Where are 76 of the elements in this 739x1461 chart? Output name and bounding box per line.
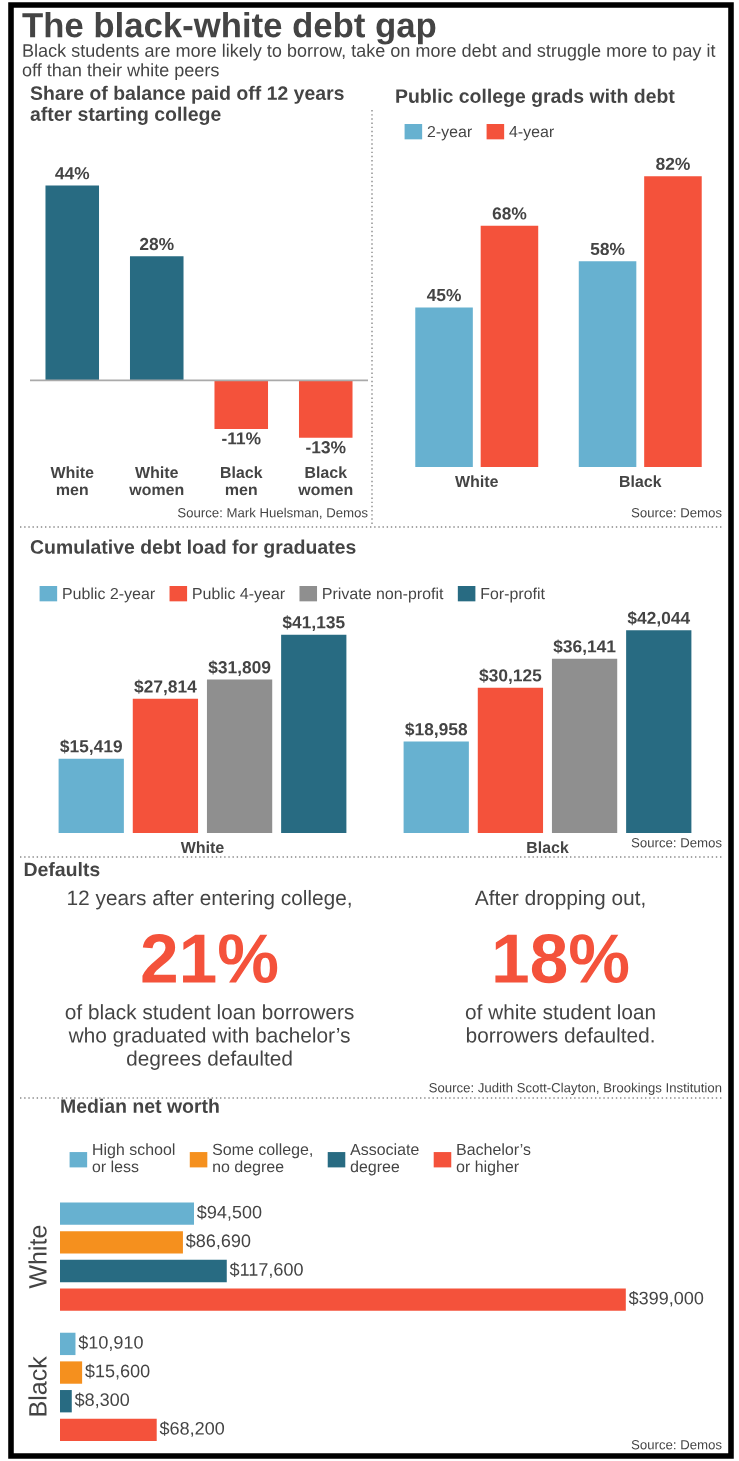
source-note: Source: Demos xyxy=(631,838,722,848)
data-label: 28% xyxy=(139,237,174,251)
bar xyxy=(60,1259,227,1283)
data-label: 45% xyxy=(426,288,461,302)
bar xyxy=(60,1202,195,1225)
bar xyxy=(578,261,637,467)
bar xyxy=(415,307,473,467)
data-label: -13% xyxy=(306,441,346,454)
data-label: $94,500 xyxy=(196,1204,262,1221)
bar xyxy=(132,698,199,833)
source-note: Source: Judith Scott-Clayton, Brookings Institution xyxy=(429,1082,722,1095)
data-label: 44% xyxy=(55,167,90,180)
text: After dropping out, xyxy=(474,889,645,910)
source-note: Source: Mark Huelsman, Demos xyxy=(177,507,368,519)
data-label: $15,600 xyxy=(85,1363,150,1380)
bar xyxy=(60,1288,626,1311)
legend-label: 2-year xyxy=(427,125,472,141)
bar xyxy=(60,1332,76,1356)
text: 21% xyxy=(142,933,278,984)
data-label: $36,141 xyxy=(553,639,616,656)
text: Defaults xyxy=(24,862,100,877)
data-label: $31,809 xyxy=(208,660,271,676)
x-tick-label: White men xyxy=(50,466,94,496)
x-tick-label: White women xyxy=(129,466,184,496)
data-label: 68% xyxy=(492,207,527,220)
source-note: Source: Demos xyxy=(631,1440,722,1450)
bar xyxy=(551,658,618,833)
legend-label: Private non-profit xyxy=(323,587,444,603)
bar xyxy=(403,741,469,833)
text: of white student loan borrowers defaulted. xyxy=(465,1004,655,1043)
data-label: 82% xyxy=(656,157,690,170)
bar xyxy=(644,176,702,467)
legend-label: High school or less xyxy=(92,1143,175,1173)
legend-label: Public 2-year xyxy=(63,587,155,603)
bar xyxy=(60,1361,83,1384)
data-label: $68,200 xyxy=(159,1421,225,1437)
data-label: $18,958 xyxy=(405,722,468,738)
data-label: -11% xyxy=(222,432,261,445)
data-label: $42,044 xyxy=(627,610,691,627)
data-label: $27,814 xyxy=(134,679,197,696)
chart-title: Public college grads with debt xyxy=(396,88,675,107)
data-label: 58% xyxy=(590,242,625,256)
text: 18% xyxy=(495,933,629,984)
bar xyxy=(60,1418,157,1442)
source-note: Source: Demos xyxy=(631,508,722,518)
x-tick-label: Black men xyxy=(221,466,263,496)
data-label: $399,000 xyxy=(628,1290,704,1307)
text: of black student loan borrowers who graduated with bachelor’s degrees defaulted xyxy=(65,1004,354,1070)
data-label: $10,910 xyxy=(78,1335,143,1351)
data-label: $41,135 xyxy=(282,615,345,631)
legend-label: Associate degree xyxy=(350,1143,419,1176)
text: 12 years after entering college, xyxy=(68,889,351,910)
x-tick-label: Black women xyxy=(298,466,353,496)
bar xyxy=(60,1390,72,1413)
bar xyxy=(58,758,124,833)
bar xyxy=(206,679,273,833)
legend-label: Some college, no degree xyxy=(212,1143,312,1176)
bar xyxy=(60,1231,183,1254)
data-label: $15,419 xyxy=(60,739,122,755)
chart-title: Cumulative debt load for graduates xyxy=(30,539,356,558)
legend-label: 4-year xyxy=(509,126,554,141)
chart-title: Share of balance paid off 12 years after starting college xyxy=(30,85,344,125)
bar xyxy=(281,634,347,833)
bar xyxy=(477,687,544,833)
legend-label: For-profit xyxy=(481,587,545,603)
data-label: $86,690 xyxy=(185,1233,251,1250)
bar xyxy=(626,630,692,833)
bar xyxy=(480,225,539,467)
data-label: $30,125 xyxy=(479,668,542,685)
legend-label: Public 4-year xyxy=(193,587,285,603)
chart-title: Median net worth xyxy=(61,1098,219,1113)
legend-label: Bachelor’s or higher xyxy=(456,1143,531,1176)
data-label: $117,600 xyxy=(229,1262,303,1278)
data-label: $8,300 xyxy=(74,1392,130,1409)
x-tick-label: Black xyxy=(620,475,662,488)
x-tick-label: White xyxy=(455,475,498,488)
